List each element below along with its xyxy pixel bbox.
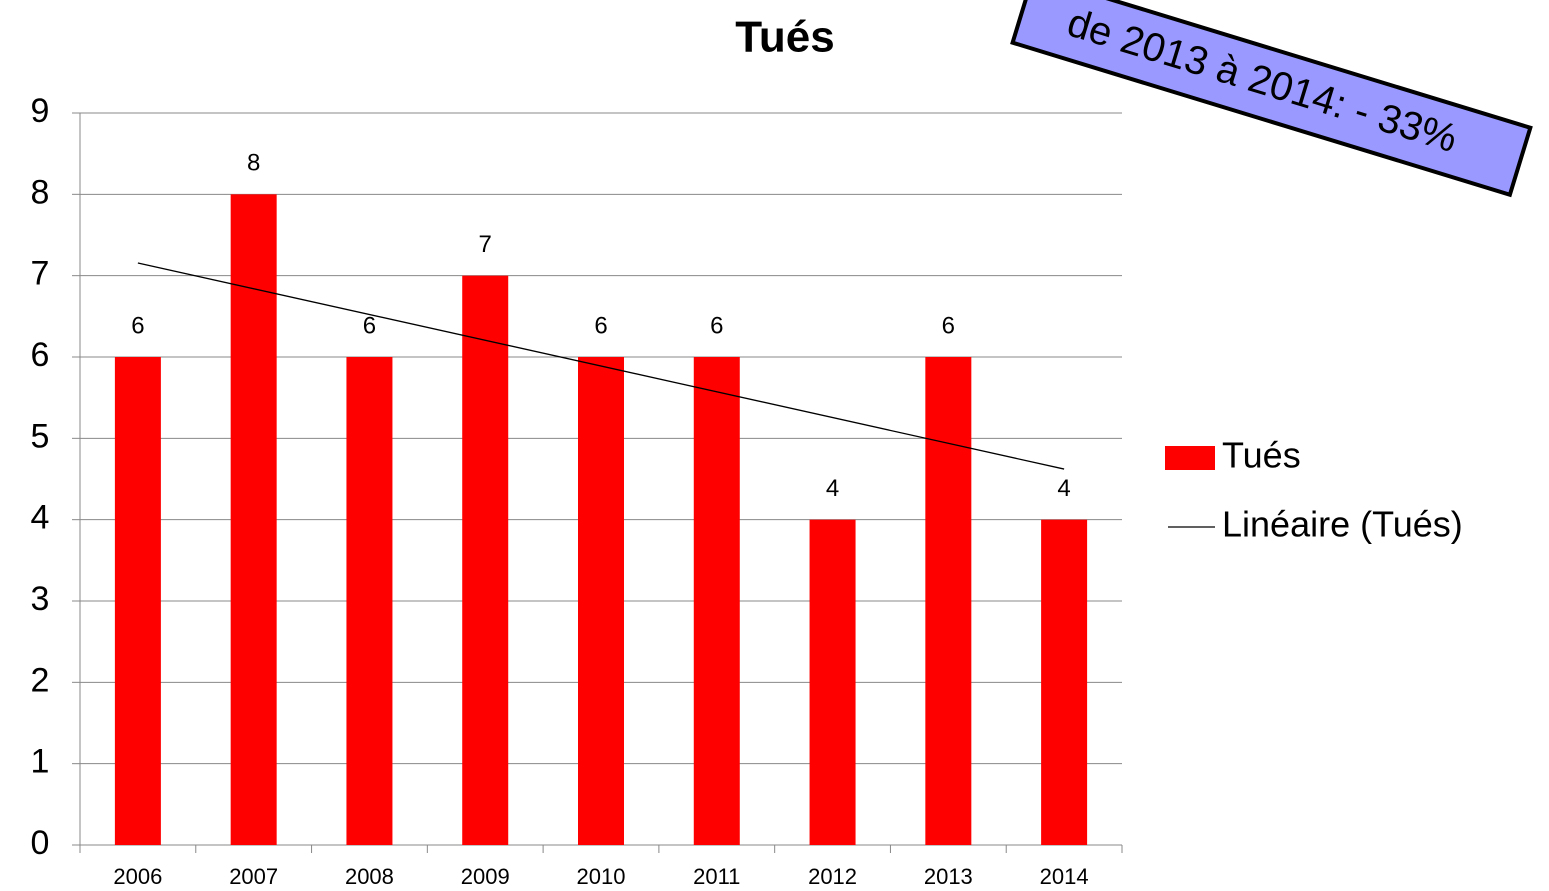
data-label: 4 [826, 475, 839, 502]
y-tick-label: 4 [31, 499, 50, 537]
y-tick-label: 3 [31, 580, 50, 618]
data-label: 6 [594, 312, 607, 339]
x-tick-label: 2011 [693, 864, 740, 889]
x-tick-label: 2010 [577, 864, 626, 889]
annotation-text: de 2013 à 2014: - 33% [1062, 1, 1462, 161]
x-tick-label: 2014 [1040, 864, 1089, 889]
bar [925, 357, 972, 845]
legend-label: Tués [1222, 435, 1301, 476]
bar [809, 519, 856, 845]
legend-label: Linéaire (Tués) [1222, 504, 1463, 545]
data-label: 6 [131, 312, 144, 339]
bar [462, 275, 509, 846]
x-tick-label: 2013 [924, 864, 973, 889]
bar [1041, 519, 1088, 845]
data-label: 4 [1057, 475, 1070, 502]
bar [346, 357, 393, 845]
y-tick-label: 7 [31, 255, 50, 293]
x-tick-label: 2012 [808, 864, 857, 889]
y-tick-label: 2 [31, 661, 50, 699]
x-tick-label: 2007 [229, 864, 278, 889]
y-tick-label: 6 [31, 336, 50, 374]
y-tick-label: 5 [31, 417, 50, 455]
data-label: 6 [363, 312, 376, 339]
x-tick-label: 2006 [113, 864, 162, 889]
y-tick-label: 0 [31, 824, 50, 862]
y-tick-label: 9 [31, 92, 50, 130]
data-label: 7 [479, 231, 492, 258]
x-tick-label: 2008 [345, 864, 394, 889]
bar [114, 357, 161, 845]
annotation: de 2013 à 2014: - 33% [1010, 0, 1533, 198]
trendline [137, 262, 1065, 470]
bar [230, 194, 277, 846]
chart-title: Tués [735, 13, 834, 62]
data-label: 8 [247, 150, 260, 177]
data-label: 6 [710, 312, 723, 339]
bar [578, 357, 624, 845]
data-label: 6 [942, 312, 955, 339]
y-tick-label: 1 [31, 743, 50, 781]
legend-swatch [1165, 446, 1215, 470]
bar [693, 357, 740, 845]
annotation-box [1010, 0, 1533, 198]
y-tick-label: 8 [31, 173, 50, 211]
x-tick-label: 2009 [461, 864, 510, 889]
